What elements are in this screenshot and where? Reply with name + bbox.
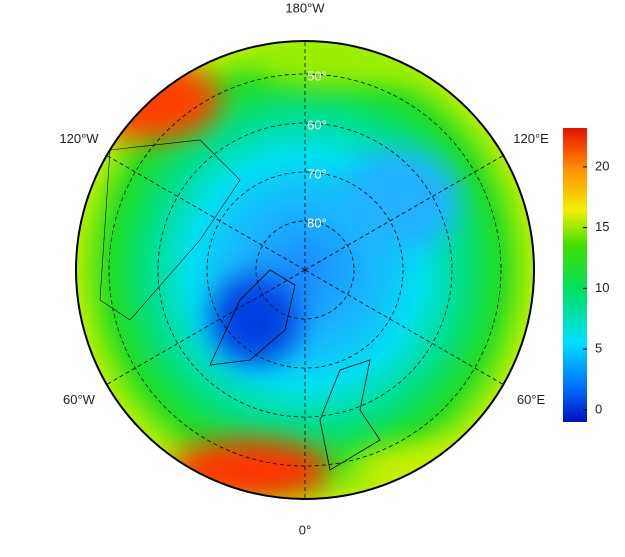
- parallel-label: 70°: [307, 166, 327, 181]
- meridian-label: 120°W: [59, 131, 99, 146]
- parallel: [255, 220, 355, 320]
- meridian: [106, 269, 306, 385]
- meridian: [304, 269, 504, 385]
- meridian-label: 0°: [299, 522, 311, 537]
- graticule: 50° 60° 70° 80° 180°W 120°W 60°W 0° 60°E 120°E: [59, 0, 549, 537]
- colorbar-tick-label: 10: [595, 280, 609, 295]
- meridian-label: 180°W: [285, 0, 325, 15]
- meridian: [106, 155, 306, 271]
- colorbar-tick-label: 15: [595, 219, 609, 234]
- colorbar-ticks: 0 5 10 15 20: [583, 158, 609, 416]
- meridian-label: 60°W: [63, 392, 96, 407]
- colorbar-tick-label: 5: [595, 341, 602, 356]
- meridian: [304, 155, 504, 271]
- parallel-label: 80°: [307, 215, 327, 230]
- parallel-label: 50°: [307, 68, 327, 83]
- colorbar-tick-label: 20: [595, 158, 609, 173]
- parallel-label: 60°: [307, 117, 327, 132]
- parallel: [157, 122, 453, 418]
- parallel: [206, 171, 404, 369]
- colorbar-tick-label: 0: [595, 401, 602, 416]
- meridian-label: 60°E: [517, 392, 546, 407]
- meridian-label: 120°E: [513, 131, 549, 146]
- colorbar: [563, 128, 587, 422]
- map-border: [75, 40, 535, 500]
- parallel: [108, 73, 502, 467]
